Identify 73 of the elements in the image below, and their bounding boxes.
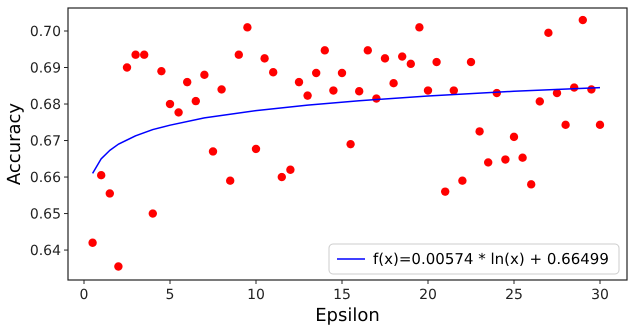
point bbox=[166, 100, 174, 108]
y-tick-label: 0.68 bbox=[30, 97, 61, 114]
point bbox=[312, 68, 320, 78]
point bbox=[234, 50, 243, 59]
point bbox=[140, 50, 148, 59]
y-tick-label: 0.69 bbox=[30, 60, 61, 77]
point bbox=[226, 176, 234, 185]
point bbox=[260, 54, 269, 63]
x-axis-title: Epsilon bbox=[315, 305, 380, 326]
point bbox=[475, 127, 484, 136]
point bbox=[88, 238, 97, 247]
point bbox=[208, 147, 218, 156]
x-tick-label: 5 bbox=[166, 287, 174, 303]
y-tick-label: 0.66 bbox=[30, 170, 62, 186]
point bbox=[192, 96, 200, 106]
point bbox=[268, 68, 278, 76]
point bbox=[114, 262, 123, 271]
point bbox=[148, 209, 157, 218]
point bbox=[182, 78, 192, 86]
point bbox=[364, 46, 372, 55]
legend-label: f(x)=0.00574 * ln(x) + 0.66499 bbox=[373, 250, 609, 268]
x-tick-label: 30 bbox=[591, 287, 609, 303]
point bbox=[510, 132, 518, 142]
x-tick-label: 0 bbox=[80, 287, 88, 303]
point bbox=[536, 97, 544, 106]
point bbox=[518, 153, 527, 162]
point bbox=[561, 120, 570, 130]
y-axis-title: Accuracy bbox=[4, 102, 25, 186]
point bbox=[415, 23, 424, 32]
point bbox=[440, 187, 450, 196]
point bbox=[286, 166, 295, 174]
point bbox=[200, 70, 209, 80]
point bbox=[217, 85, 226, 94]
x-tick-label: 25 bbox=[505, 287, 523, 303]
point bbox=[458, 176, 467, 185]
point bbox=[106, 189, 114, 198]
point bbox=[380, 54, 390, 63]
point bbox=[432, 58, 441, 66]
point bbox=[450, 86, 458, 95]
point bbox=[354, 87, 364, 96]
point bbox=[174, 108, 183, 117]
point bbox=[131, 50, 140, 59]
y-tick-label: 0.64 bbox=[30, 243, 62, 260]
point bbox=[424, 86, 432, 95]
line-series bbox=[92, 86, 601, 174]
point bbox=[278, 172, 286, 182]
point bbox=[398, 52, 406, 61]
point bbox=[122, 63, 132, 72]
point bbox=[578, 16, 587, 24]
point bbox=[96, 171, 106, 180]
point bbox=[406, 60, 415, 68]
point bbox=[501, 155, 510, 164]
point bbox=[484, 158, 492, 167]
point bbox=[157, 66, 166, 76]
point bbox=[252, 144, 260, 154]
x-tick-label: 20 bbox=[419, 287, 437, 303]
y-tick-label: 0.70 bbox=[30, 24, 61, 40]
x-tick-label: 10 bbox=[247, 287, 265, 303]
point bbox=[596, 120, 604, 130]
point bbox=[303, 91, 312, 100]
y-tick-label: 0.65 bbox=[30, 206, 61, 223]
x-tick-label: 15 bbox=[333, 287, 351, 303]
point bbox=[243, 23, 252, 32]
point bbox=[320, 46, 329, 55]
point bbox=[526, 180, 536, 189]
point bbox=[346, 140, 355, 148]
y-tick-label: 0.67 bbox=[30, 134, 61, 150]
point bbox=[466, 58, 476, 66]
point bbox=[294, 78, 304, 86]
point bbox=[338, 68, 346, 78]
point bbox=[329, 86, 338, 95]
point bbox=[389, 79, 398, 88]
point bbox=[544, 28, 553, 38]
